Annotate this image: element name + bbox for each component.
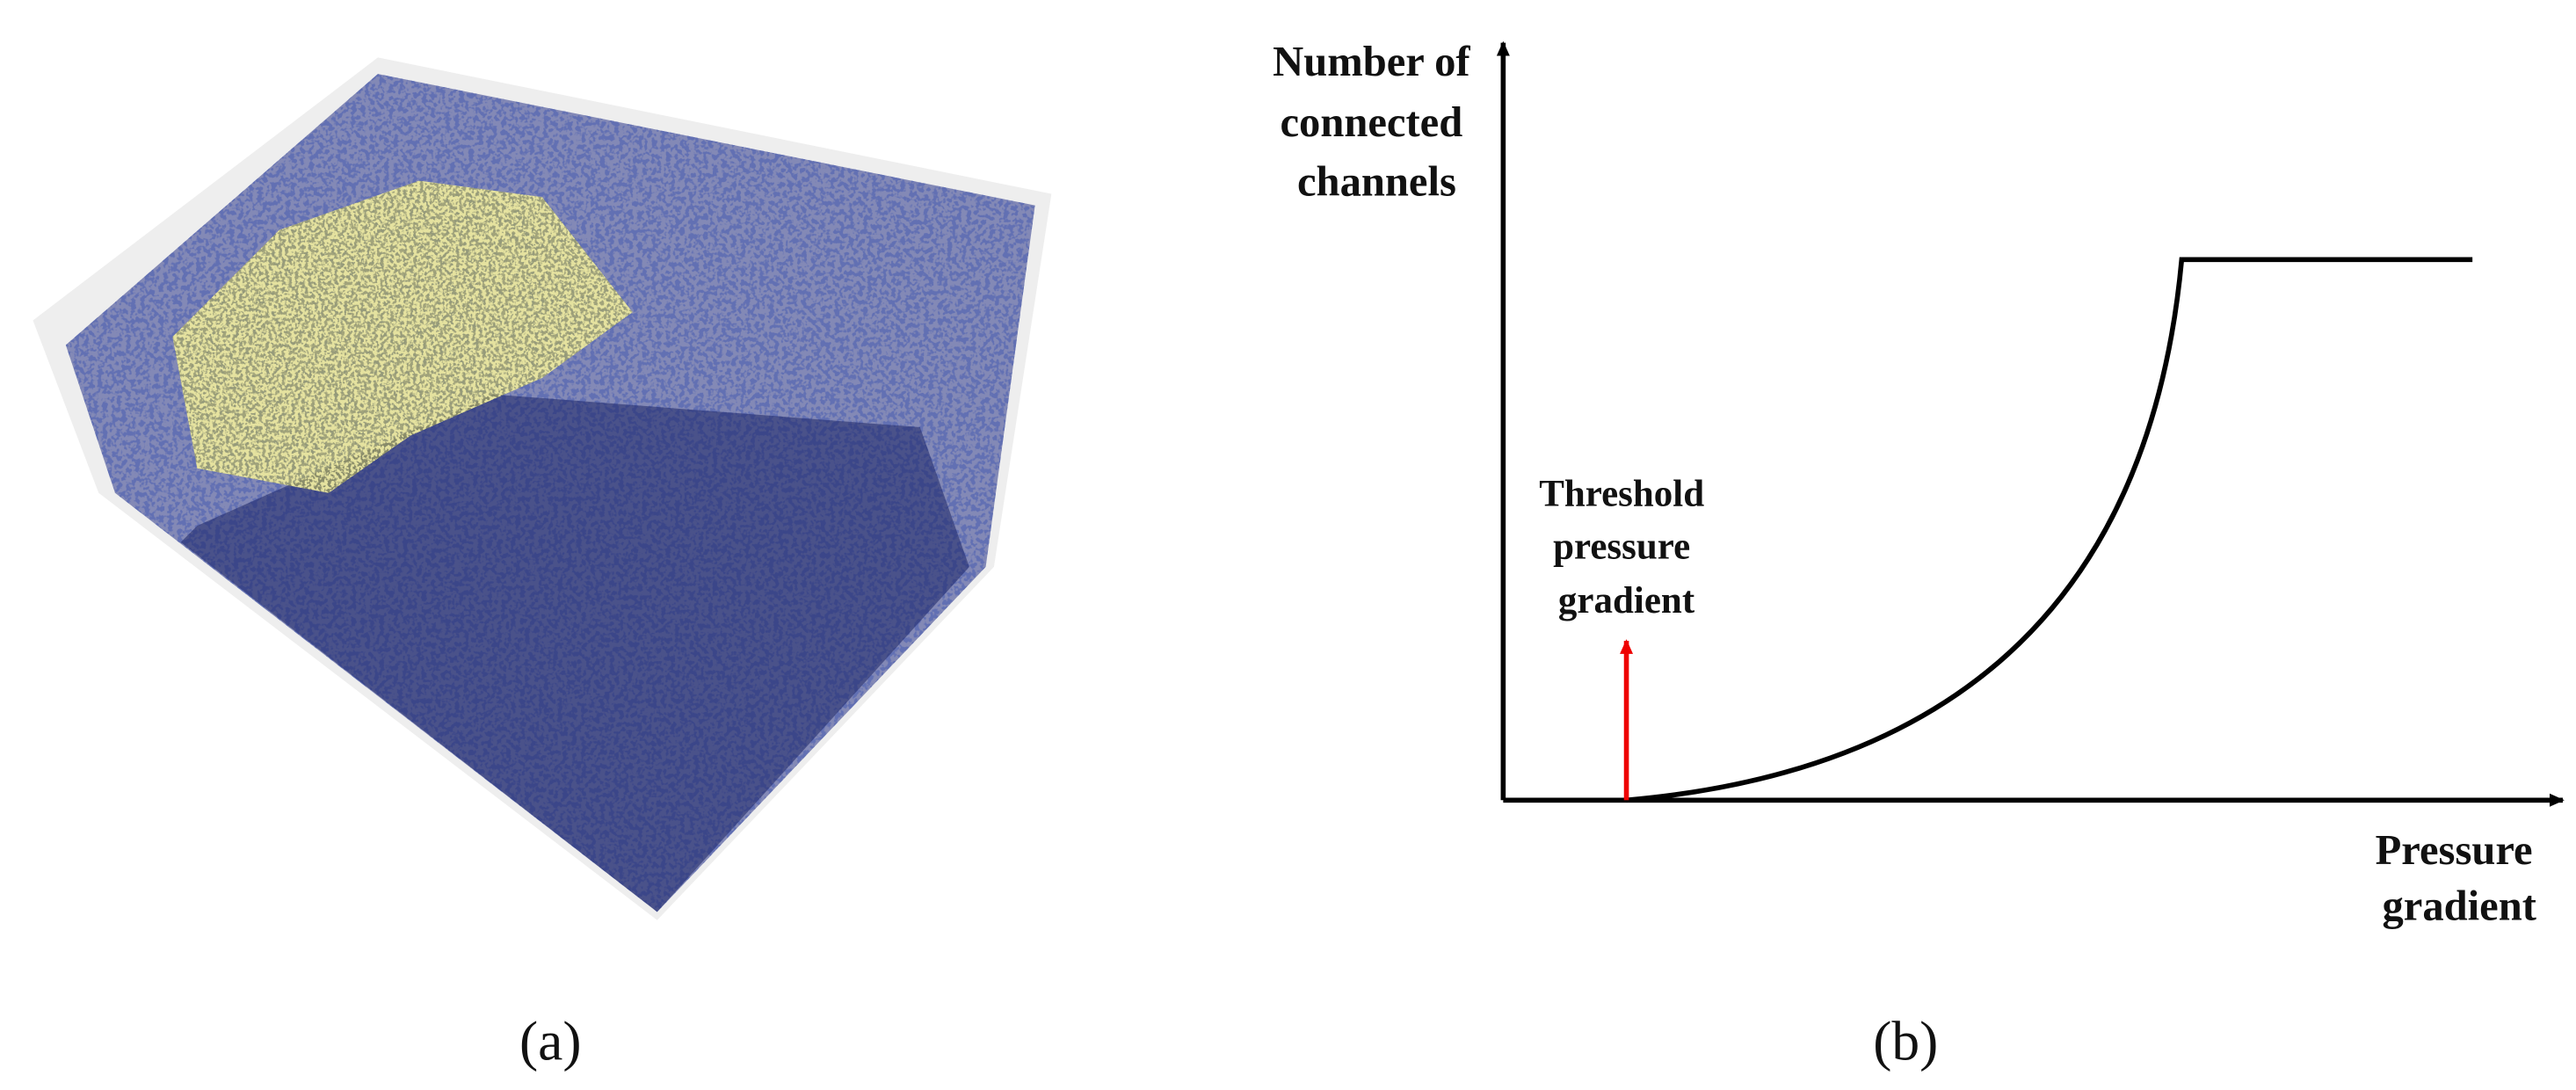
x-axis-label: Pressure gradient (2376, 826, 2543, 930)
label-line: Pressure (2376, 826, 2533, 874)
threshold-annotation: Threshold pressure gradient (1539, 474, 1714, 621)
label-line: pressure (1553, 527, 1690, 568)
pore-cloud-dense (180, 394, 969, 912)
label-line: Threshold (1539, 474, 1704, 515)
y-axis-label: Number of connected channels (1273, 38, 1481, 205)
curve (1626, 257, 2473, 803)
connected-cluster (172, 180, 633, 493)
label-line: gradient (2382, 883, 2536, 930)
render-3d (33, 57, 1052, 920)
panel-label: (a) (519, 1010, 582, 1072)
label-line: gradient (1558, 580, 1695, 621)
panel-label: (b) (1873, 1010, 1938, 1072)
label-line: connected (1280, 98, 1462, 146)
schematic (1496, 40, 2565, 807)
label-line: Number of (1273, 38, 1470, 85)
label-line: channels (1297, 157, 1456, 205)
